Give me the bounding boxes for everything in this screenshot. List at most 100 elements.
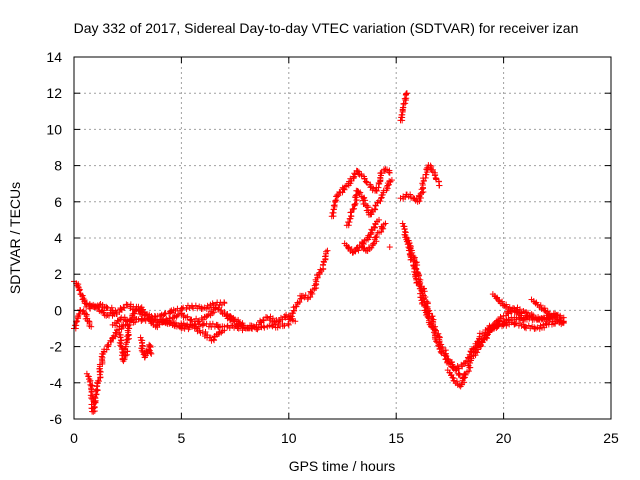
- data-point: [79, 292, 86, 299]
- data-point: [218, 307, 225, 314]
- data-point: [279, 316, 286, 323]
- data-point: [83, 311, 90, 318]
- data-point: [235, 316, 242, 323]
- data-point: [517, 319, 524, 326]
- data-point: [146, 311, 153, 318]
- data-point: [166, 320, 173, 327]
- data-point: [89, 382, 96, 389]
- data-point: [291, 307, 298, 314]
- data-point: [551, 314, 558, 321]
- data-point: [461, 370, 468, 377]
- y-tick-label: 12: [46, 85, 62, 101]
- data-point: [550, 314, 557, 321]
- data-point: [435, 330, 442, 337]
- data-point: [420, 295, 427, 302]
- data-point: [363, 178, 370, 185]
- data-point: [300, 292, 307, 299]
- data-point: [356, 190, 363, 197]
- data-point: [541, 305, 548, 312]
- data-point: [138, 345, 145, 352]
- data-point: [170, 319, 177, 326]
- data-point: [202, 328, 209, 335]
- data-point: [96, 378, 103, 385]
- y-tick-label: 0: [54, 302, 62, 318]
- x-tick-label: 0: [70, 430, 78, 446]
- data-point: [416, 193, 423, 200]
- data-point: [380, 221, 387, 228]
- data-point: [402, 194, 409, 201]
- data-point: [125, 329, 132, 336]
- data-point: [424, 303, 431, 310]
- data-point: [520, 321, 527, 328]
- data-point: [287, 316, 294, 323]
- data-point: [342, 183, 349, 190]
- y-tick-label: 4: [54, 230, 62, 246]
- data-point: [361, 237, 368, 244]
- data-point: [210, 309, 217, 316]
- data-point: [380, 187, 387, 194]
- data-point: [219, 328, 226, 335]
- data-point: [459, 363, 466, 370]
- data-point: [282, 314, 289, 321]
- data-point: [496, 297, 503, 304]
- data-point: [293, 303, 300, 310]
- data-point: [302, 292, 309, 299]
- data-point: [386, 167, 393, 174]
- chart-title: Day 332 of 2017, Sidereal Day-to-day VTE…: [74, 20, 579, 36]
- data-points: [71, 90, 567, 415]
- data-point: [444, 355, 451, 362]
- data-point: [76, 286, 83, 293]
- data-point: [331, 202, 338, 209]
- data-point: [488, 325, 495, 332]
- data-point: [307, 294, 314, 301]
- data-point: [138, 306, 145, 313]
- data-point: [377, 198, 384, 205]
- data-point: [351, 205, 358, 212]
- data-point: [174, 312, 181, 319]
- data-point: [435, 178, 442, 185]
- data-point: [436, 182, 443, 189]
- data-point: [192, 302, 199, 309]
- data-point: [126, 325, 133, 332]
- data-point: [209, 300, 216, 307]
- y-tick-label: 2: [54, 266, 62, 282]
- data-point: [105, 341, 112, 348]
- data-point: [412, 261, 419, 268]
- data-point: [133, 303, 140, 310]
- data-point: [226, 314, 233, 321]
- data-point: [186, 324, 193, 331]
- data-point: [89, 303, 96, 310]
- data-point: [400, 223, 407, 230]
- data-point: [374, 229, 381, 236]
- data-point: [123, 336, 130, 343]
- data-point: [84, 315, 91, 322]
- data-point: [511, 321, 518, 328]
- data-point: [441, 352, 448, 359]
- data-point: [193, 325, 200, 332]
- grid: [74, 57, 611, 419]
- data-point: [319, 262, 326, 269]
- data-point: [531, 325, 538, 332]
- data-point: [90, 405, 97, 412]
- data-point: [357, 189, 364, 196]
- data-point: [215, 324, 222, 331]
- data-point: [146, 347, 153, 354]
- data-point: [352, 248, 359, 255]
- data-point: [74, 318, 81, 325]
- data-point: [537, 302, 544, 309]
- data-point: [453, 366, 460, 373]
- data-point: [269, 323, 276, 330]
- data-point: [92, 395, 99, 402]
- data-point: [431, 172, 438, 179]
- data-point: [175, 311, 182, 318]
- data-point: [110, 310, 117, 317]
- data-point: [353, 197, 360, 204]
- data-point: [503, 322, 510, 329]
- data-point: [108, 338, 115, 345]
- data-point: [345, 222, 352, 229]
- data-point: [366, 234, 373, 241]
- data-point: [362, 178, 369, 185]
- data-point: [296, 299, 303, 306]
- data-point: [122, 346, 129, 353]
- data-point: [197, 329, 204, 336]
